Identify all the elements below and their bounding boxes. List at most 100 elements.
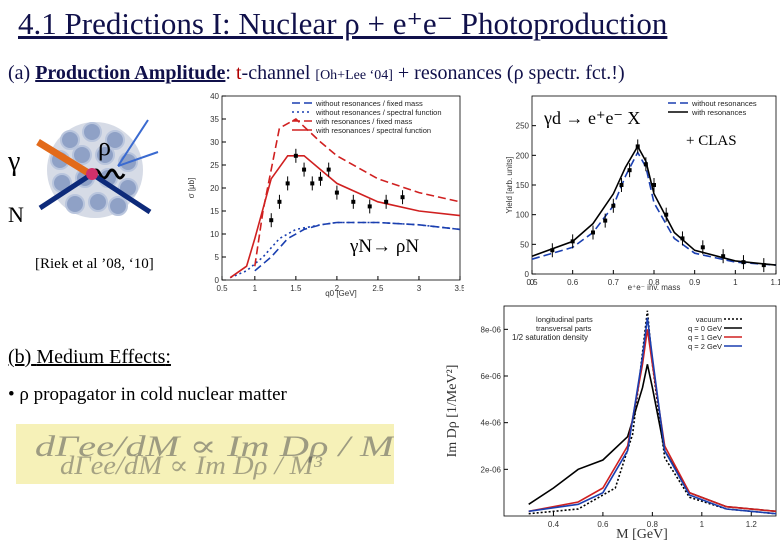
x-tick-label: 0 [530,278,535,287]
nucleons [50,122,138,216]
y-tick-label: 20 [210,184,219,193]
x-tick-label: 2 [335,284,340,293]
x-axis-label: e⁺e⁻ inv. mass [628,283,681,292]
data-point [293,153,298,158]
data-point [310,181,315,186]
data-point [326,167,331,172]
legend-entry-density: 1/2 saturation density [512,333,588,342]
y-tick-label: 25 [210,161,219,170]
panel-a-colon: : [225,62,231,84]
series-line [531,150,777,266]
y-tick-label: 8e-06 [481,325,502,334]
x-tick-label: 1.1 [770,278,780,287]
nucleus-diagram: γ ρ N [7,119,159,227]
x-tick-label: 1 [700,520,705,529]
plot-frame [503,305,777,517]
x-tick-label: 1.2 [746,520,758,529]
y-axis-label: Im Dρ [1/MeV²] [445,365,460,458]
page-title: 4.1 Predictions I: Nuclear ρ + e⁺e⁻ Phot… [18,6,668,41]
series-line [229,154,461,279]
legend-entry: vacuum [696,315,722,324]
y-tick-label: 30 [210,138,219,147]
data-point [761,263,766,268]
data-point [603,218,608,223]
series-line [254,221,461,272]
legend-entry: with resonances / fixed mass [315,117,413,126]
channel-text: -channel [241,62,311,84]
formula-ghost-1: dΓee/dM ∝ Im Dρ / M³ [35,429,394,463]
panel-b-heading: Medium Effects [36,346,166,368]
chart-clas-yield: 00.5 0.6 0.7 0.8 0.9 1 1.1 0 50 100 150 200 250 witho… [468,92,780,292]
data-point [643,162,648,167]
x-tick-label: 0.5 [216,284,228,293]
chart-cross-section: 0.5 1 1.5 2 2.5 3 3.5 0 5 10 15 20 25 30 35 40 without r… [182,92,464,298]
legend-entry: with resonances / spectral function [315,126,431,135]
x-tick-label: 0.7 [608,278,620,287]
data-point [627,168,632,173]
nucleon-label: N [8,202,24,227]
series-line [528,317,777,515]
rho-wavy-line [90,168,126,180]
x-tick-label: 2.5 [372,284,384,293]
data-point [635,144,640,149]
series-line [254,118,461,267]
formula-ghost-2: dΓee/dM ∝ Im Dρ / M³ [60,451,323,480]
y-tick-label: 5 [215,253,220,262]
y-tick-label: 6e-06 [481,372,502,381]
y-tick-label: 10 [210,230,219,239]
x-tick-label: 3 [417,284,422,293]
x-tick-label: 0.6 [597,520,609,529]
data-point [741,260,746,265]
formula-graphic: dΓee/dM ∝ Im Dρ / M³ dΓee/dM ∝ Im Dρ / M… [35,429,394,480]
data-point [318,176,323,181]
data-point [351,199,356,204]
series-line [528,310,777,515]
data-point [302,167,307,172]
x-tick-label: 0.8 [648,278,660,287]
data-point [700,245,705,250]
x-tick-label: 1.5 [290,284,302,293]
legend-entry: without resonances [691,99,757,108]
y-tick-label: 4e-06 [481,419,502,428]
y-tick-label: 250 [516,122,530,131]
legend-entry: q = 1 GeV [688,333,722,342]
y-axis-label: σ [μb] [187,178,196,199]
x-tick-label: 0.5 [526,278,538,287]
gamma-label: γ [7,146,20,177]
propagator-bullet: • ρ propagator in cold nuclear matter [8,384,287,405]
panel-a-reference: [Oh+Lee ‘04] [315,68,393,83]
y-tick-label: 40 [210,92,219,101]
data-point [652,183,656,187]
data-point [277,199,282,204]
x-tick-label: 1 [253,284,258,293]
x-tick-label: 0.8 [647,520,659,529]
x-tick-label: 0.6 [567,278,579,287]
legend-entry: transversal parts [536,324,592,333]
data-point [680,236,685,241]
x-tick-label: 1 [733,278,738,287]
y-tick-label: 35 [210,115,219,124]
resonances-text: + resonances (ρ spectr. fct.!) [397,62,625,84]
clas-legend: + CLAS [686,133,737,149]
x-tick-label: 0.9 [689,278,701,287]
y-tick-label: 0 [215,276,220,285]
lepton-line-2 [117,151,159,167]
series-line [531,144,777,266]
data-point [570,239,575,244]
rho-label: ρ [98,132,111,161]
chart-title-clas: γd → e⁺e⁻ X [543,108,640,128]
lepton-line-1 [117,119,149,167]
legend-entry: without resonances / spectral function [315,108,442,117]
series-line [229,221,461,279]
nucleon-out-line [90,171,152,215]
panel-a-subtitle: (a) Production Amplitude: t-channel [Oh+… [8,62,625,85]
chart-background [182,92,464,298]
legend-entry: longitudinal parts [536,315,593,324]
x-axis-label: q0 [GeV] [325,289,357,298]
panel-b-label: (b) [8,346,32,368]
y-tick-label: 100 [516,211,530,220]
data-point [384,199,389,204]
panel-a-label: (a) [8,62,31,84]
data-point [619,183,624,187]
data-point [591,230,595,235]
